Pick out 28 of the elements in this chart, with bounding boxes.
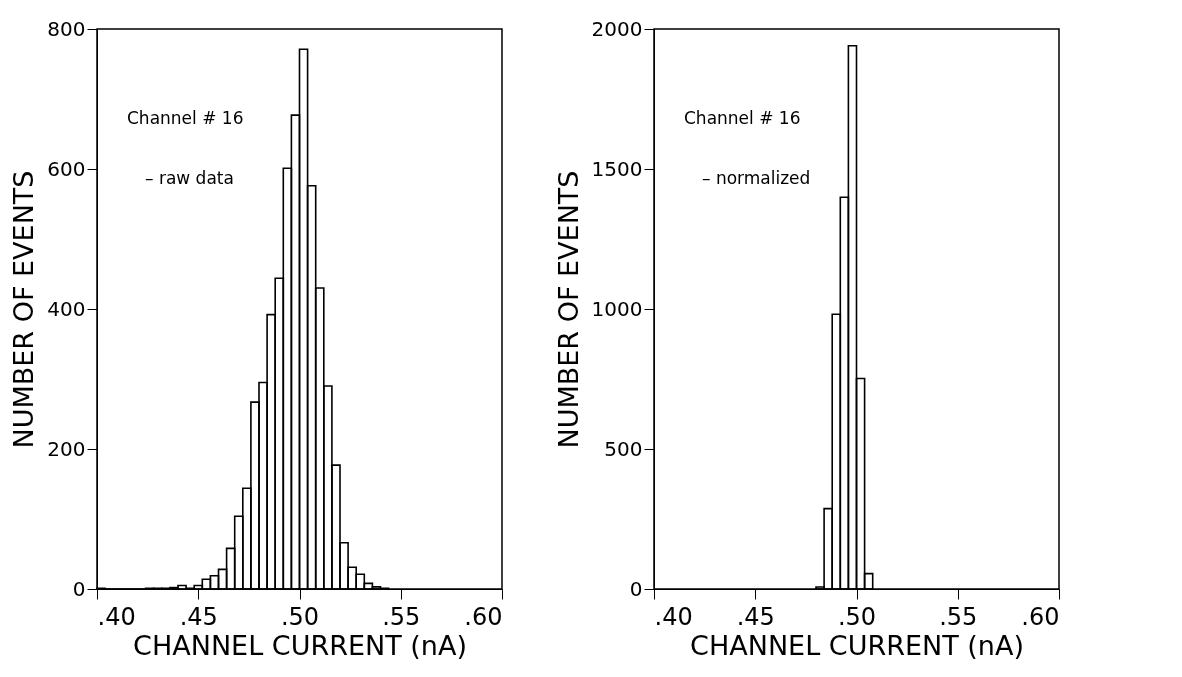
x-tick-label: .45 — [179, 602, 218, 631]
annotation: – raw data — [145, 168, 234, 188]
x-tick-label: .60 — [1021, 602, 1060, 631]
x-tick-label: .50 — [837, 602, 877, 631]
x-tick-label: .55 — [939, 602, 978, 631]
x-tick-label: .55 — [382, 602, 421, 631]
x-tick-label: .40 — [97, 602, 136, 631]
x-axis-title: CHANNEL CURRENT (nA) — [133, 629, 467, 661]
y-tick-label: 600 — [47, 156, 86, 181]
y-tick-label: 400 — [47, 296, 86, 321]
y-tick-label: 1000 — [591, 296, 643, 321]
x-tick-label: .60 — [464, 602, 503, 631]
annotation: Channel # 16 — [127, 108, 244, 128]
x-tick-label: .45 — [736, 602, 775, 631]
annotation: Channel # 16 — [684, 108, 801, 128]
y-tick-label: 800 — [47, 16, 86, 41]
y-tick-label: 2000 — [591, 16, 643, 41]
x-tick-label: .50 — [280, 602, 320, 631]
x-tick-label: .40 — [654, 602, 693, 631]
y-tick-label: 500 — [604, 436, 643, 461]
y-tick-label: 1500 — [591, 156, 643, 181]
y-tick-label: 200 — [47, 436, 86, 461]
y-tick-label: 0 — [72, 576, 86, 601]
y-axis-title: NUMBER OF EVENTS — [552, 170, 584, 449]
y-tick-label: 0 — [629, 576, 643, 601]
x-axis-title: CHANNEL CURRENT (nA) — [690, 629, 1024, 661]
y-axis-title: NUMBER OF EVENTS — [8, 170, 40, 449]
annotation: – normalized — [702, 168, 811, 188]
